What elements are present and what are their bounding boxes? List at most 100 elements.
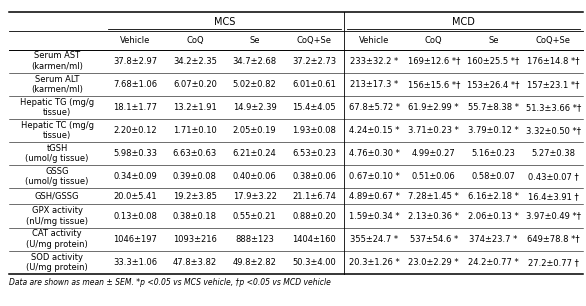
Text: 6.63±0.63: 6.63±0.63	[173, 149, 217, 158]
Text: Se: Se	[249, 36, 260, 45]
Text: 0.38±0.06: 0.38±0.06	[292, 172, 336, 181]
Text: 6.16±2.18 *: 6.16±2.18 *	[468, 192, 519, 201]
Text: 6.53±0.23: 6.53±0.23	[292, 149, 336, 158]
Text: 0.58±0.07: 0.58±0.07	[472, 172, 516, 181]
Text: 6.21±0.24: 6.21±0.24	[233, 149, 277, 158]
Text: 3.71±0.23 *: 3.71±0.23 *	[408, 126, 459, 135]
Text: 233±32.2 *: 233±32.2 *	[350, 57, 398, 65]
Text: 21.1±6.74: 21.1±6.74	[292, 192, 336, 201]
Text: 17.9±3.22: 17.9±3.22	[233, 192, 277, 201]
Text: 27.2±0.77 †: 27.2±0.77 †	[528, 258, 578, 267]
Text: 374±23.7 *: 374±23.7 *	[469, 235, 517, 244]
Text: 4.24±0.15 *: 4.24±0.15 *	[349, 126, 399, 135]
Text: GSSG
(umol/g tissue): GSSG (umol/g tissue)	[25, 167, 88, 186]
Text: 18.1±1.77: 18.1±1.77	[113, 103, 157, 112]
Text: 20.3±1.26 *: 20.3±1.26 *	[349, 258, 400, 267]
Text: 4.99±0.27: 4.99±0.27	[412, 149, 456, 158]
Text: 7.28±1.45 *: 7.28±1.45 *	[408, 192, 459, 201]
Text: CAT activity
(U/mg protein): CAT activity (U/mg protein)	[26, 230, 88, 249]
Text: 0.67±0.10 *: 0.67±0.10 *	[349, 172, 400, 181]
Text: 2.13±0.36 *: 2.13±0.36 *	[408, 211, 459, 221]
Text: Se: Se	[488, 36, 499, 45]
Text: CoQ+Se: CoQ+Se	[297, 36, 332, 45]
Text: 34.2±2.35: 34.2±2.35	[173, 57, 217, 65]
Text: Hepatic TG (mg/g
tissue): Hepatic TG (mg/g tissue)	[20, 98, 94, 117]
Text: 6.01±0.61: 6.01±0.61	[292, 80, 336, 89]
Text: 24.2±0.77 *: 24.2±0.77 *	[468, 258, 519, 267]
Text: Serum ALT
(karmen/ml): Serum ALT (karmen/ml)	[31, 75, 83, 94]
Text: 1046±197: 1046±197	[113, 235, 157, 244]
Text: Vehicle: Vehicle	[359, 36, 389, 45]
Text: 0.38±0.18: 0.38±0.18	[173, 211, 217, 221]
Text: 355±24.7 *: 355±24.7 *	[350, 235, 398, 244]
Text: 2.05±0.19: 2.05±0.19	[233, 126, 277, 135]
Text: 0.88±0.20: 0.88±0.20	[292, 211, 336, 221]
Text: 47.8±3.82: 47.8±3.82	[173, 258, 217, 267]
Text: 888±123: 888±123	[235, 235, 274, 244]
Text: CoQ+Se: CoQ+Se	[536, 36, 571, 45]
Text: Serum AST
(karmen/ml): Serum AST (karmen/ml)	[31, 51, 83, 71]
Text: 3.32±0.50 *†: 3.32±0.50 *†	[526, 126, 581, 135]
Text: 19.2±3.85: 19.2±3.85	[173, 192, 217, 201]
Text: 157±23.1 *†: 157±23.1 *†	[527, 80, 580, 89]
Text: 2.20±0.12: 2.20±0.12	[113, 126, 157, 135]
Text: 0.43±0.07 †: 0.43±0.07 †	[528, 172, 578, 181]
Text: 1404±160: 1404±160	[292, 235, 336, 244]
Text: CoQ: CoQ	[425, 36, 442, 45]
Text: 5.27±0.38: 5.27±0.38	[531, 149, 575, 158]
Text: Data are shown as mean ± SEM. *p <0.05 vs MCS vehicle, †p <0.05 vs MCD vehicle: Data are shown as mean ± SEM. *p <0.05 v…	[9, 278, 331, 287]
Text: 49.8±2.82: 49.8±2.82	[233, 258, 277, 267]
Text: 55.7±8.38 *: 55.7±8.38 *	[468, 103, 519, 112]
Text: 537±54.6 *: 537±54.6 *	[410, 235, 458, 244]
Text: 156±15.6 *†: 156±15.6 *†	[408, 80, 460, 89]
Text: 649±78.8 *†: 649±78.8 *†	[527, 235, 580, 244]
Text: 2.06±0.13 *: 2.06±0.13 *	[468, 211, 519, 221]
Text: MCS: MCS	[214, 17, 236, 27]
Text: GPX activity
(nU/mg tissue): GPX activity (nU/mg tissue)	[26, 206, 88, 226]
Text: 6.07±0.20: 6.07±0.20	[173, 80, 217, 89]
Text: 50.3±4.00: 50.3±4.00	[292, 258, 336, 267]
Text: Vehicle: Vehicle	[120, 36, 151, 45]
Text: 1093±216: 1093±216	[173, 235, 217, 244]
Text: 3.97±0.49 *†: 3.97±0.49 *†	[526, 211, 581, 221]
Text: 3.79±0.12 *: 3.79±0.12 *	[468, 126, 519, 135]
Text: 5.16±0.23: 5.16±0.23	[472, 149, 516, 158]
Text: 176±14.8 *†: 176±14.8 *†	[527, 57, 580, 65]
Text: 16.4±3.91 †: 16.4±3.91 †	[528, 192, 578, 201]
Text: 1.71±0.10: 1.71±0.10	[173, 126, 217, 135]
Text: 5.98±0.33: 5.98±0.33	[113, 149, 157, 158]
Text: GSH/GSSG: GSH/GSSG	[35, 192, 79, 201]
Text: 5.02±0.82: 5.02±0.82	[233, 80, 277, 89]
Text: 61.9±2.99 *: 61.9±2.99 *	[408, 103, 459, 112]
Text: SOD activity
(U/mg protein): SOD activity (U/mg protein)	[26, 253, 88, 272]
Text: MCD: MCD	[452, 17, 475, 27]
Text: 4.89±0.67 *: 4.89±0.67 *	[349, 192, 400, 201]
Text: 51.3±3.66 *†: 51.3±3.66 *†	[526, 103, 581, 112]
Text: 34.7±2.68: 34.7±2.68	[233, 57, 277, 65]
Text: 67.8±5.72 *: 67.8±5.72 *	[349, 103, 400, 112]
Text: 213±17.3 *: 213±17.3 *	[350, 80, 398, 89]
Text: 14.9±2.39: 14.9±2.39	[233, 103, 277, 112]
Text: 0.40±0.06: 0.40±0.06	[233, 172, 277, 181]
Text: 0.34±0.09: 0.34±0.09	[113, 172, 157, 181]
Text: 13.2±1.91: 13.2±1.91	[173, 103, 217, 112]
Text: 33.3±1.06: 33.3±1.06	[113, 258, 157, 267]
Text: 0.13±0.08: 0.13±0.08	[113, 211, 157, 221]
Text: 4.76±0.30 *: 4.76±0.30 *	[349, 149, 400, 158]
Text: 7.68±1.06: 7.68±1.06	[113, 80, 157, 89]
Text: 169±12.6 *†: 169±12.6 *†	[408, 57, 460, 65]
Text: 0.51±0.06: 0.51±0.06	[412, 172, 456, 181]
Text: 23.0±2.29 *: 23.0±2.29 *	[408, 258, 459, 267]
Text: 1.93±0.08: 1.93±0.08	[292, 126, 336, 135]
Text: 15.4±4.05: 15.4±4.05	[292, 103, 336, 112]
Text: 0.55±0.21: 0.55±0.21	[233, 211, 277, 221]
Text: 37.8±2.97: 37.8±2.97	[113, 57, 157, 65]
Text: 1.59±0.34 *: 1.59±0.34 *	[349, 211, 399, 221]
Text: Hepatic TC (mg/g
tissue): Hepatic TC (mg/g tissue)	[21, 121, 94, 140]
Text: 20.0±5.41: 20.0±5.41	[113, 192, 157, 201]
Text: 0.39±0.08: 0.39±0.08	[173, 172, 217, 181]
Text: 153±26.4 *†: 153±26.4 *†	[467, 80, 520, 89]
Text: 37.2±2.73: 37.2±2.73	[292, 57, 336, 65]
Text: CoQ: CoQ	[186, 36, 204, 45]
Text: 160±25.5 *†: 160±25.5 *†	[468, 57, 520, 65]
